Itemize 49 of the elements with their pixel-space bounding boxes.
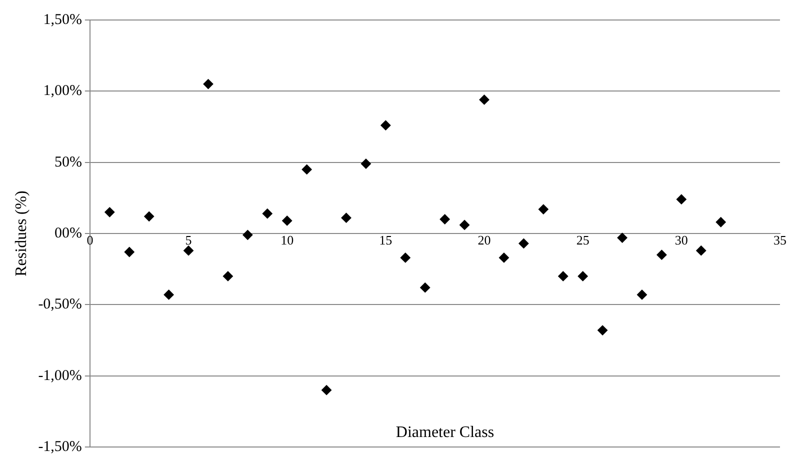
point: [400, 252, 410, 263]
x-tick-label: 10: [280, 232, 294, 248]
point: [538, 204, 548, 214]
point: [282, 216, 292, 226]
point: [656, 250, 667, 260]
point: [242, 230, 253, 240]
point: [164, 290, 174, 300]
y-tick-label: -1,50%: [38, 438, 82, 455]
point: [380, 120, 391, 130]
y-tick-label: 1,00%: [43, 83, 82, 100]
y-tick-label: -0,50%: [38, 296, 82, 313]
point: [598, 325, 608, 336]
point: [716, 217, 726, 228]
point: [558, 271, 568, 282]
point: [203, 79, 214, 90]
point: [104, 207, 115, 218]
point: [302, 164, 312, 174]
point: [262, 208, 272, 219]
x-tick-label: 20: [478, 232, 491, 248]
point: [460, 220, 470, 230]
point: [696, 246, 706, 256]
y-axis-title: Residues (%): [12, 190, 30, 276]
x-tick-label: 30: [674, 232, 688, 248]
y-tick-label: 50%: [54, 154, 82, 170]
point: [124, 247, 134, 258]
x-tick-label: 5: [185, 232, 192, 248]
point: [617, 232, 628, 243]
point: [420, 282, 430, 293]
x-tick-label: 15: [379, 232, 392, 248]
point: [222, 271, 233, 282]
point: [676, 194, 686, 204]
point: [144, 211, 154, 222]
x-tick-label: 25: [576, 232, 590, 248]
x-tick-label: 0: [86, 232, 94, 248]
point: [636, 290, 647, 300]
point: [184, 246, 194, 256]
point: [498, 252, 509, 263]
point: [341, 212, 352, 223]
y-tick-label: 00%: [54, 225, 82, 242]
point: [440, 214, 450, 224]
point: [360, 158, 371, 169]
y-tick-label: 1,50%: [43, 12, 82, 28]
y-tick-label: -1,00%: [38, 368, 82, 384]
point: [479, 94, 490, 105]
x-axis-title: Diameter Class: [396, 424, 494, 441]
x-tick-label: 35: [774, 232, 786, 248]
point: [518, 238, 529, 248]
point: [578, 271, 588, 282]
point: [322, 385, 332, 396]
